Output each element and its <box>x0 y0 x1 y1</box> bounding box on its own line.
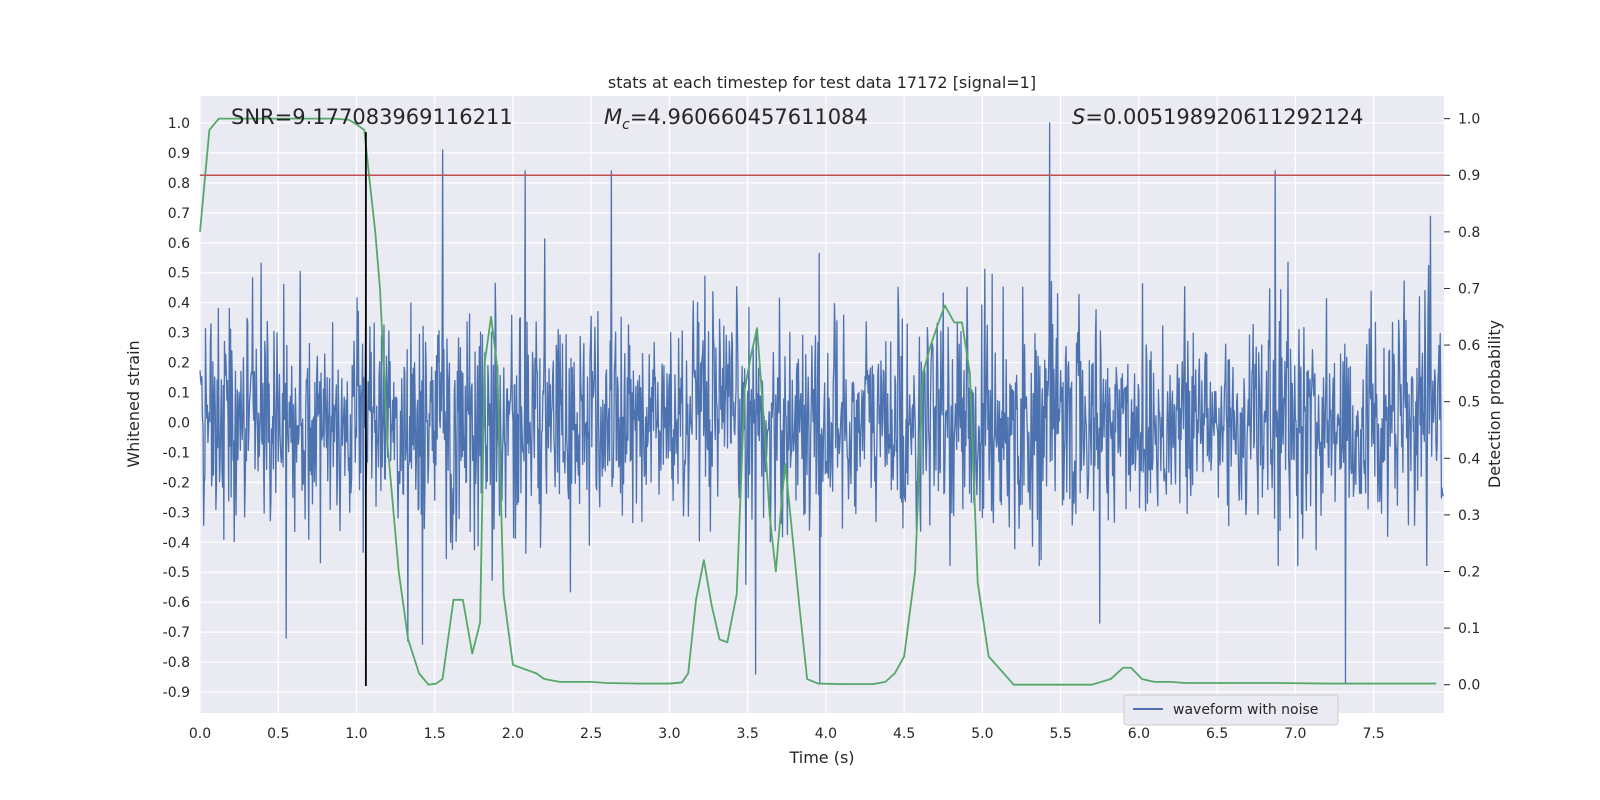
y-tick-label-left: -0.1 <box>163 445 190 461</box>
overlay-lines <box>199 117 1444 687</box>
snr-annotation: SNR=9.177083969116211 <box>231 105 513 129</box>
x-tick-label: 6.5 <box>1206 726 1228 742</box>
ticks: 0.0 0.5 1.0 1.5 2.0 2.5 3.0 3.5 4.0 4.5 5.0 5.5 6.0 6… <box>163 112 1481 742</box>
x-tick-label: 1.5 <box>424 726 446 742</box>
x-tick-label: 2.0 <box>502 726 524 742</box>
chirp-mass-value: =4.960660457611084 <box>630 105 868 129</box>
y-tick-label-left: -0.6 <box>163 595 190 611</box>
x-tick-label: 4.0 <box>815 726 837 742</box>
x-tick-label: 2.5 <box>580 726 602 742</box>
detection-probability-line <box>199 117 1437 686</box>
y-tick-label-left: -0.5 <box>163 565 190 581</box>
x-tick-label: 0.0 <box>189 726 211 742</box>
y-tick-label-left: 0.0 <box>168 415 190 431</box>
y-tick-label-left: 0.5 <box>168 266 190 282</box>
chart-title: stats at each timestep for test data 171… <box>608 73 1036 92</box>
y-tick-label-left: 0.8 <box>168 176 190 192</box>
x-tick-label: 7.0 <box>1284 726 1306 742</box>
y-tick-label-left: 0.9 <box>168 146 190 162</box>
y-tick-label-left: 0.2 <box>168 356 190 372</box>
y-tick-label-left: -0.9 <box>163 685 190 701</box>
x-tick-label: 3.0 <box>658 726 680 742</box>
y-axis-label-left: Whitened strain <box>124 340 143 467</box>
y-tick-label-right: 0.6 <box>1458 338 1480 354</box>
y-tick-label-right: 0.1 <box>1458 621 1480 637</box>
y-tick-label-right: 0.9 <box>1458 168 1480 184</box>
legend: waveform with noise <box>1123 694 1339 726</box>
y-axis-label-right: Detection probability <box>1485 320 1504 488</box>
waveform-line <box>199 122 1444 684</box>
y-tick-label-left: 0.7 <box>168 206 190 222</box>
x-tick-label: 6.0 <box>1128 726 1150 742</box>
y-tick-label-right: 0.5 <box>1458 395 1480 411</box>
y-tick-label-left: -0.3 <box>163 505 190 521</box>
y-tick-label-left: -0.8 <box>163 655 190 671</box>
y-tick-label-right: 0.0 <box>1458 678 1480 694</box>
y-tick-label-right: 0.7 <box>1458 281 1480 297</box>
y-tick-label-right: 0.2 <box>1458 564 1480 580</box>
y-tick-label-left: 0.6 <box>168 236 190 252</box>
x-tick-label: 0.5 <box>267 726 289 742</box>
s-value: =0.005198920611292124 <box>1085 105 1363 129</box>
y-tick-label-right: 1.0 <box>1458 112 1480 128</box>
y-tick-label-right: 0.8 <box>1458 225 1480 241</box>
waveform-series <box>199 122 1444 684</box>
x-tick-label: 3.5 <box>737 726 759 742</box>
y-tick-label-left: 0.1 <box>168 386 190 402</box>
x-tick-label: 4.5 <box>893 726 915 742</box>
s-symbol: S <box>1072 105 1085 129</box>
x-axis-label: Time (s) <box>788 748 854 767</box>
y-tick-label-left: -0.4 <box>163 535 190 551</box>
chirp-mass-subscript: c <box>622 117 630 133</box>
y-tick-label-left: -0.2 <box>163 475 190 491</box>
x-tick-label: 1.0 <box>345 726 367 742</box>
x-tick-label: 7.5 <box>1362 726 1384 742</box>
chirp-mass-symbol: M <box>604 105 622 129</box>
legend-box <box>1123 694 1339 726</box>
chirp-mass-annotation: Mc=4.960660457611084 <box>604 105 868 133</box>
y-tick-label-left: 0.4 <box>168 296 190 312</box>
y-tick-label-right: 0.4 <box>1458 451 1480 467</box>
y-tick-label-right: 0.3 <box>1458 508 1480 524</box>
y-tick-label-left: 0.3 <box>168 326 190 342</box>
y-tick-label-left: 1.0 <box>168 116 190 132</box>
s-annotation: S=0.005198920611292124 <box>1072 105 1363 129</box>
y-tick-label-left: -0.7 <box>163 625 190 641</box>
x-tick-label: 5.5 <box>1049 726 1071 742</box>
x-tick-label: 5.0 <box>971 726 993 742</box>
legend-label-waveform: waveform with noise <box>1173 702 1318 718</box>
